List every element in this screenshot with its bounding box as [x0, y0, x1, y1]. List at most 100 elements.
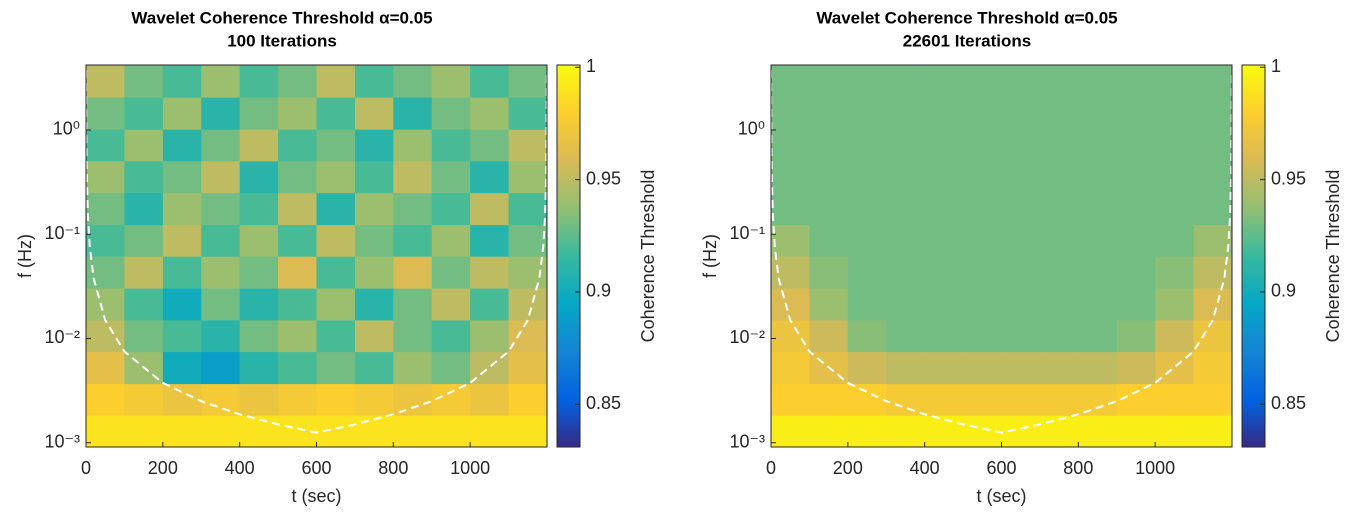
- heatmap-cell: [162, 319, 202, 353]
- heatmap-cell: [1039, 224, 1079, 257]
- heatmap-cell: [963, 129, 1003, 162]
- heatmap-cell: [1116, 65, 1156, 98]
- heatmap-cell: [924, 351, 964, 385]
- heatmap-cell: [809, 97, 849, 130]
- heatmap-cell: [162, 224, 202, 257]
- heatmap-cell: [847, 129, 887, 162]
- x-axis-label: t (sec): [291, 486, 341, 506]
- heatmap-cell: [1193, 97, 1232, 130]
- heatmap-cell: [316, 65, 356, 98]
- heatmap-cell: [1039, 383, 1079, 416]
- heatmap-cell: [1193, 383, 1232, 416]
- heatmap-cell: [809, 129, 849, 162]
- y-axis-label: f (Hz): [700, 234, 720, 278]
- heatmap-cells: [771, 65, 1232, 447]
- heatmap-cell: [239, 97, 279, 130]
- heatmap-cell: [86, 129, 126, 162]
- heatmap-cell: [847, 97, 887, 130]
- heatmap-cell: [1001, 383, 1041, 416]
- y-tick-label: 10⁻²: [729, 327, 765, 347]
- heatmap-cell: [1193, 129, 1232, 162]
- heatmap-cell: [1039, 287, 1079, 321]
- heatmap-cell: [239, 351, 279, 385]
- heatmap-cell: [847, 224, 887, 257]
- heatmap-cell: [847, 383, 887, 416]
- heatmap-cell: [393, 97, 433, 130]
- heatmap-cell: [809, 256, 849, 289]
- heatmap-cell: [393, 319, 433, 353]
- heatmap-cell: [1155, 192, 1195, 226]
- heatmap-cell: [771, 224, 811, 257]
- heatmap-cell: [886, 319, 926, 353]
- heatmap-cell: [162, 256, 202, 289]
- colorbar-tick-label: 0.9: [1271, 281, 1296, 301]
- colorbar-tick-label: 1: [1271, 56, 1281, 76]
- heatmap-cell: [886, 383, 926, 416]
- heatmap-cell: [1001, 351, 1041, 385]
- heatmap-cell: [431, 287, 471, 321]
- heatmap-cell: [1078, 319, 1118, 353]
- heatmap-cell: [124, 287, 164, 321]
- heatmap-cell: [162, 415, 202, 447]
- y-tick-label: 10⁻³: [44, 431, 80, 451]
- heatmap-cell: [201, 351, 241, 385]
- heatmap-cell: [354, 65, 394, 98]
- heatmap-cell: [508, 415, 547, 447]
- heatmap-cell: [354, 192, 394, 226]
- heatmap-cell: [124, 415, 164, 447]
- heatmap-cell: [1078, 129, 1118, 162]
- heatmap-cell: [124, 65, 164, 98]
- heatmap-cell: [86, 415, 126, 447]
- heatmap-cell: [924, 97, 964, 130]
- heatmap-cell: [809, 319, 849, 353]
- heatmap-cell: [1001, 97, 1041, 130]
- heatmap-cell: [1155, 319, 1195, 353]
- heatmap-cell: [124, 383, 164, 416]
- heatmap-cell: [1039, 415, 1079, 447]
- heatmap-cell: [886, 256, 926, 289]
- heatmap-cell: [963, 65, 1003, 98]
- heatmap-cell: [201, 256, 241, 289]
- heatmap-cell: [1078, 224, 1118, 257]
- heatmap-cell: [316, 287, 356, 321]
- heatmap-cell: [316, 129, 356, 162]
- heatmap-cell: [431, 224, 471, 257]
- x-axis-label: t (sec): [976, 486, 1026, 506]
- heatmap-cell: [1116, 383, 1156, 416]
- heatmap-cell: [1039, 256, 1079, 289]
- heatmap-cell: [1039, 160, 1079, 194]
- heatmap-cell: [1155, 224, 1195, 257]
- x-tick-label: 800: [378, 458, 408, 478]
- heatmap-cell: [809, 224, 849, 257]
- heatmap-cell: [1193, 224, 1232, 257]
- colorbar-tick-label: 0.95: [586, 168, 621, 188]
- heatmap-cell: [771, 319, 811, 353]
- x-tick-label: 400: [225, 458, 255, 478]
- colorbar-tick-label: 0.85: [1271, 393, 1306, 413]
- heatmap-cell: [1001, 160, 1041, 194]
- heatmap-cell: [470, 383, 510, 416]
- axes: 0 200 400 600 800 1000 10⁻³ 10⁻² 10⁻¹ 10⁰ Wavelet …: [700, 8, 1343, 505]
- heatmap-cell: [809, 415, 849, 447]
- cone-of-influence: [86, 70, 547, 434]
- heatmap-cell: [1193, 160, 1232, 194]
- heatmap-cell: [508, 383, 547, 416]
- heatmap-cell: [316, 224, 356, 257]
- heatmap-cell: [1193, 65, 1232, 98]
- heatmap-cell: [124, 160, 164, 194]
- heatmap-cell: [1116, 351, 1156, 385]
- heatmap-cell: [86, 383, 126, 416]
- heatmap-cell: [924, 256, 964, 289]
- colorbar-label: Coherence Threshold: [1323, 170, 1343, 343]
- y-tick-label: 10⁻¹: [729, 223, 765, 243]
- heatmap-cell: [771, 415, 811, 447]
- heatmap-cell: [162, 351, 202, 385]
- heatmap-cell: [1116, 256, 1156, 289]
- colorbar: [556, 64, 581, 448]
- heatmap-cell: [924, 383, 964, 416]
- heatmap-cell: [431, 256, 471, 289]
- heatmap-cell: [1155, 415, 1195, 447]
- heatmap-cell: [354, 351, 394, 385]
- heatmap-cell: [1039, 351, 1079, 385]
- colorbar-tick-label: 0.85: [586, 393, 621, 413]
